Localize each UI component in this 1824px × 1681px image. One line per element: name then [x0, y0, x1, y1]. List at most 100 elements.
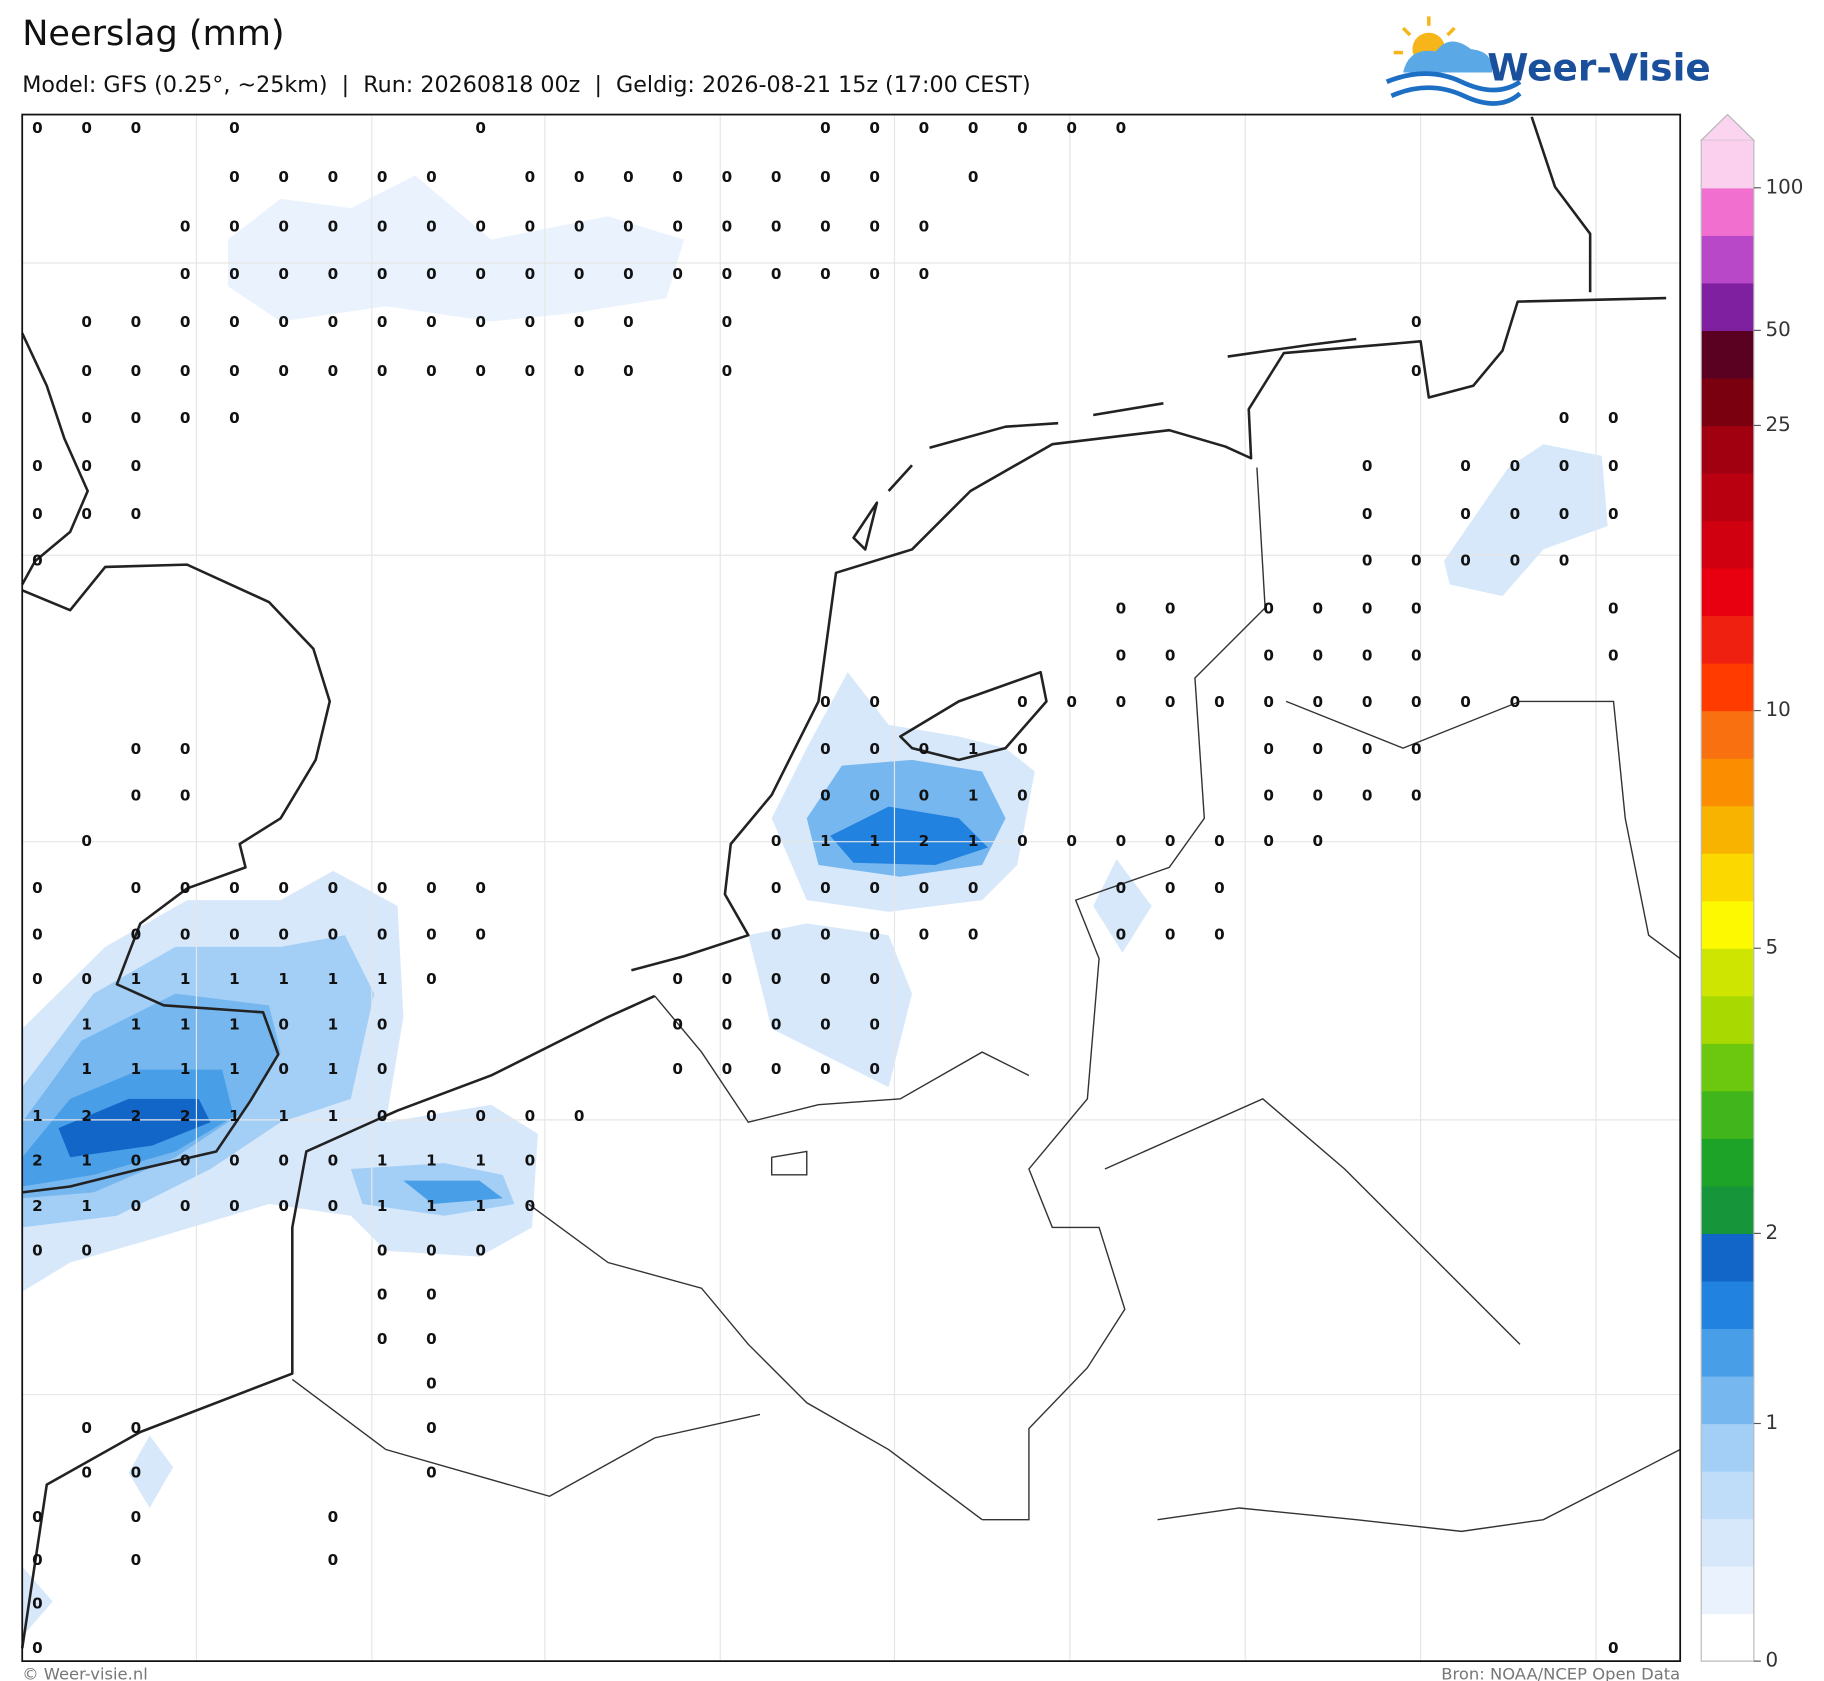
grid-value: 0 — [525, 217, 536, 235]
grid-value: 0 — [426, 1330, 437, 1348]
grid-value: 0 — [1411, 313, 1422, 331]
grid-value: 0 — [771, 832, 782, 850]
grid-value: 0 — [672, 1016, 683, 1034]
grid-value: 0 — [820, 970, 831, 988]
grid-value: 0 — [722, 362, 733, 380]
grid-value: 1 — [426, 1151, 437, 1169]
coastlines — [20, 116, 1667, 1649]
grid-value: 0 — [426, 879, 437, 897]
grid-value: 0 — [377, 168, 388, 186]
grid-value: 2 — [32, 1151, 43, 1169]
colorbar-segment — [1701, 1233, 1754, 1282]
grid-value: 0 — [771, 1060, 782, 1078]
grid-value: 1 — [278, 970, 289, 988]
grid-value: 0 — [1313, 600, 1324, 618]
precip-shading — [22, 175, 1608, 1637]
grid-value: 0 — [377, 217, 388, 235]
logo-text: Weer-Visie — [1487, 46, 1711, 90]
grid-value: 0 — [1116, 926, 1127, 944]
grid-value: 0 — [278, 879, 289, 897]
colorbar-segment — [1701, 140, 1754, 189]
grid-value: 0 — [328, 313, 339, 331]
grid-value: 0 — [81, 362, 92, 380]
grid-value: 1 — [869, 832, 880, 850]
colorbar-segment — [1701, 282, 1754, 331]
grid-value: 0 — [672, 970, 683, 988]
grid-value: 0 — [1411, 600, 1422, 618]
grid-value: 0 — [475, 362, 486, 380]
grid-value: 0 — [869, 693, 880, 711]
grid-value: 0 — [377, 1060, 388, 1078]
grid-value: 0 — [1214, 693, 1225, 711]
colorbar-segment — [1701, 853, 1754, 902]
grid-value: 0 — [131, 740, 142, 758]
grid-value: 0 — [377, 313, 388, 331]
grid-value: 0 — [968, 168, 979, 186]
grid-value: 0 — [1362, 740, 1373, 758]
grid-value: 0 — [672, 265, 683, 283]
colorbar-segment — [1701, 330, 1754, 379]
grid-value: 0 — [377, 1016, 388, 1034]
grid-value: 0 — [81, 119, 92, 137]
grid-value: 0 — [771, 265, 782, 283]
grid-value: 0 — [919, 787, 930, 805]
grid-value: 0 — [820, 217, 831, 235]
grid-value: 0 — [229, 265, 240, 283]
grid-value: 0 — [180, 217, 191, 235]
grid-value: 2 — [919, 832, 930, 850]
colorbar-segment — [1701, 1185, 1754, 1234]
grid-value: 0 — [1116, 646, 1127, 664]
grid-value: 0 — [278, 1016, 289, 1034]
grid-value: 0 — [672, 217, 683, 235]
grid-value: 0 — [1510, 693, 1521, 711]
grid-value: 0 — [1559, 552, 1570, 570]
colorbar-segment — [1701, 1613, 1754, 1662]
colorbar-segment — [1701, 1471, 1754, 1520]
grid-value: 0 — [1362, 646, 1373, 664]
grid-value: 0 — [81, 1419, 92, 1437]
grid-value: 0 — [771, 926, 782, 944]
grid-value: 0 — [377, 362, 388, 380]
colorbar-segment — [1701, 1518, 1754, 1567]
colorbar-segment — [1701, 948, 1754, 997]
grid-value: 0 — [426, 1375, 437, 1393]
grid-value: 0 — [32, 119, 43, 137]
grid-value: 0 — [426, 970, 437, 988]
grid-value: 0 — [1460, 505, 1471, 523]
graticule — [22, 114, 1681, 1662]
grid-value: 0 — [869, 168, 880, 186]
grid-value: 0 — [1263, 646, 1274, 664]
grid-value: 0 — [278, 362, 289, 380]
grid-value: 0 — [1510, 457, 1521, 475]
colorbar-tick-label: 0 — [1766, 1649, 1779, 1672]
grid-value: 0 — [328, 879, 339, 897]
grid-values: 0 0 0 0 0 0 0 0 0 0 0 0 0 0 0 0 0 0 0 0 0 0 0 0 0 0 0 0 0 0 0 0 0 0 0 0 0 0 0 0… — [32, 119, 1619, 1657]
colorbar-segment — [1701, 805, 1754, 854]
grid-value: 0 — [1066, 693, 1077, 711]
grid-value: 0 — [820, 168, 831, 186]
grid-value: 0 — [1165, 646, 1176, 664]
grid-value: 0 — [229, 926, 240, 944]
colorbar-segment — [1701, 1328, 1754, 1377]
grid-value: 0 — [1608, 409, 1619, 427]
grid-value: 0 — [32, 1639, 43, 1657]
grid-value: 0 — [180, 740, 191, 758]
grid-value: 0 — [180, 1151, 191, 1169]
grid-value: 0 — [919, 926, 930, 944]
grid-value: 0 — [1263, 740, 1274, 758]
grid-value: 0 — [377, 926, 388, 944]
grid-value: 0 — [574, 362, 585, 380]
colorbar-tick-label: 50 — [1766, 318, 1791, 341]
grid-value: 0 — [1313, 787, 1324, 805]
grid-value: 1 — [968, 740, 979, 758]
grid-value: 0 — [475, 1107, 486, 1125]
grid-value: 0 — [1165, 832, 1176, 850]
grid-value: 0 — [1411, 740, 1422, 758]
grid-value: 1 — [180, 1060, 191, 1078]
grid-value: 0 — [869, 119, 880, 137]
grid-value: 1 — [377, 1151, 388, 1169]
grid-value: 0 — [426, 217, 437, 235]
grid-value: 0 — [278, 1151, 289, 1169]
grid-value: 0 — [81, 505, 92, 523]
